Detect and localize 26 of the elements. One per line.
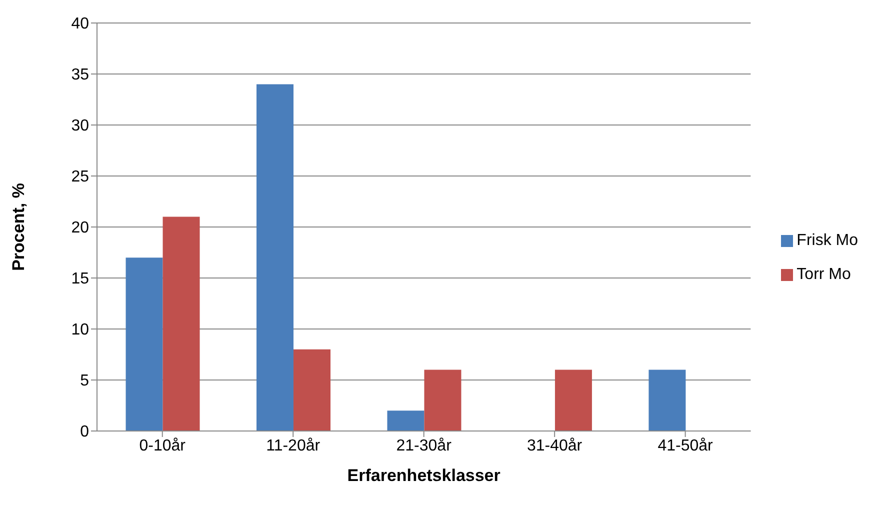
bar [256, 84, 294, 431]
bar [162, 216, 200, 431]
bar [126, 258, 163, 431]
y-tick-label: 5 [80, 372, 90, 390]
y-tick-label: 40 [71, 16, 90, 33]
bar [293, 349, 330, 431]
y-tick-label: 25 [71, 168, 90, 186]
bar [387, 410, 424, 431]
y-axis-title: Procent, % [9, 183, 28, 271]
legend-label: Frisk Mo [796, 232, 858, 249]
x-tick-label: 0-10år [139, 437, 186, 454]
x-tick-label: 11-20år [266, 437, 321, 454]
bar [554, 370, 592, 431]
x-tick-label: 21-30år [396, 437, 452, 454]
x-tick-label: 41-50år [658, 437, 714, 454]
legend-label: Torr Mo [796, 266, 851, 283]
y-tick-label: 20 [71, 220, 90, 237]
y-tick-label: 10 [71, 322, 90, 339]
bar [648, 370, 686, 431]
y-tick-label: 30 [71, 118, 90, 135]
y-tick-label: 15 [71, 270, 90, 288]
y-tick-label: 35 [71, 66, 90, 84]
y-tick-label: 0 [80, 424, 90, 441]
x-axis-title: Erfarenhetsklasser [347, 466, 501, 485]
x-tick-label: 31-40år [526, 437, 583, 454]
bar [424, 370, 462, 431]
